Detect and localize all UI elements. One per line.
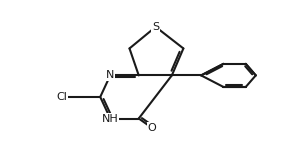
Text: S: S [152, 22, 159, 32]
Text: NH: NH [102, 113, 118, 123]
Text: Cl: Cl [56, 92, 67, 102]
Text: O: O [148, 123, 156, 133]
Text: N: N [106, 70, 115, 80]
